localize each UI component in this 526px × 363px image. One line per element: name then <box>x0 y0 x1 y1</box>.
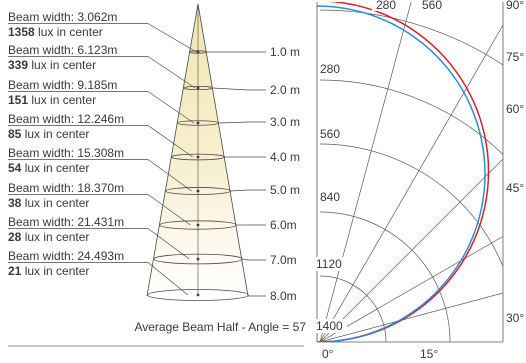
beam-width-label: Beam width: 12.246m <box>8 112 124 126</box>
label-bg <box>418 0 446 11</box>
leader-line <box>147 262 189 296</box>
distance-label: 7.0m <box>270 253 297 267</box>
leader-line <box>147 125 193 158</box>
label-bg <box>315 319 347 333</box>
polar-grid-ray <box>319 24 503 342</box>
distance-leader <box>242 258 249 261</box>
lux-center-label: 28 lux in center <box>8 230 89 244</box>
lux-value: 1358 <box>8 25 35 39</box>
lux-suffix: lux in center <box>21 127 89 141</box>
beam-width-label: Beam width: 6.123m <box>8 43 117 57</box>
polar-grid <box>317 2 503 342</box>
lux-value: 38 <box>8 196 22 210</box>
distance-label: 1.0 m <box>270 45 300 59</box>
lux-center-label: 339 lux in center <box>8 58 96 72</box>
angle-label-45: 45° <box>506 181 524 195</box>
radial-label-left-840: 840 <box>320 190 340 204</box>
blue-candela-curve <box>317 5 486 342</box>
leader-line <box>147 228 190 260</box>
lux-suffix: lux in center <box>21 264 89 278</box>
polar-grid-ray <box>319 235 503 342</box>
label-bg <box>318 127 346 141</box>
angle-label-75: 75° <box>506 50 524 64</box>
radial-label-left-560: 560 <box>320 127 340 141</box>
polar-grid-ray <box>319 292 503 342</box>
beam-width-label: Beam width: 3.062m <box>8 10 117 24</box>
cone-left-edge <box>146 3 199 297</box>
angle-label-30: 30° <box>506 311 524 325</box>
label-bg <box>318 62 346 76</box>
beam-width-label: Beam width: 15.308m <box>8 146 124 160</box>
polar-grid-ray <box>319 2 412 342</box>
distance-label: 2.0 m <box>270 83 300 97</box>
distance-leader <box>218 121 249 124</box>
distance-label: 3.0 m <box>270 115 300 129</box>
lux-center-label: 38 lux in center <box>8 196 89 210</box>
lux-center-label: 1358 lux in center <box>8 25 103 39</box>
angle-label-90: 90° <box>506 0 524 12</box>
radial-label-left-1400: 1400 <box>316 319 343 333</box>
angle-label-60: 60° <box>506 102 524 116</box>
radial-label-left-1120: 1120 <box>316 257 342 271</box>
lux-value: 28 <box>8 230 22 244</box>
lux-center-label: 151 lux in center <box>8 93 96 107</box>
leader-line <box>147 91 195 124</box>
beam-width-label: Beam width: 9.185m <box>8 78 117 92</box>
distance-label: 8.0m <box>270 289 297 303</box>
polar-diagram-svg: 280 560 280 560 840 1120 1400 90° 75° 60… <box>315 0 524 361</box>
label-bg <box>372 0 400 11</box>
beam-cone-panel: Beam width: 3.062m 1358 lux in center 1.0 … <box>8 3 306 347</box>
distance-leader <box>230 189 249 192</box>
lux-suffix: lux in center <box>21 196 89 210</box>
distance-label: 4.0 m <box>270 150 300 164</box>
distance-leader <box>212 87 249 91</box>
lux-center-label: 21 lux in center <box>8 264 89 278</box>
polar-grid-ray <box>319 158 503 342</box>
distance-label: 6.0m <box>270 218 297 232</box>
light-cone-fill <box>147 4 248 296</box>
label-bg <box>318 190 346 204</box>
polar-diagram-panel: 280 560 280 560 840 1120 1400 90° 75° 60… <box>310 0 526 363</box>
leader-line <box>147 23 197 53</box>
lux-value: 54 <box>8 161 22 175</box>
radial-label-top-560: 560 <box>422 0 442 12</box>
lux-suffix: lux in center <box>21 230 89 244</box>
angle-label-15: 15° <box>420 347 438 361</box>
lux-value: 21 <box>8 264 22 278</box>
lux-suffix: lux in center <box>28 93 96 107</box>
distance-label: 5.0 m <box>270 183 300 197</box>
beam-width-label: Beam width: 24.493m <box>8 249 124 263</box>
polar-grid-arc <box>319 79 503 156</box>
lux-center-label: 85 lux in center <box>8 127 89 141</box>
angle-label-0: 0° <box>322 347 334 361</box>
red-candela-curve <box>317 2 490 342</box>
leader-line <box>147 159 192 192</box>
radial-label-left-280: 280 <box>320 62 340 76</box>
average-beam-angle: Average Beam Half - Angle = 57 <box>134 320 306 334</box>
radial-label-top-280: 280 <box>376 0 396 12</box>
lux-center-label: 54 lux in center <box>8 161 89 175</box>
lux-value: 339 <box>8 58 28 72</box>
beam-width-label: Beam width: 18.370m <box>8 181 124 195</box>
beam-width-label: Beam width: 21.431m <box>8 215 124 229</box>
lux-suffix: lux in center <box>35 25 103 39</box>
label-bg <box>315 257 347 271</box>
polar-grid-arc <box>319 9 503 66</box>
lux-value: 85 <box>8 127 22 141</box>
lux-value: 151 <box>8 93 28 107</box>
lux-suffix: lux in center <box>28 58 96 72</box>
lux-suffix: lux in center <box>21 161 89 175</box>
cone-right-edge <box>197 3 249 297</box>
leader-line <box>147 56 196 89</box>
leader-line <box>147 194 191 226</box>
